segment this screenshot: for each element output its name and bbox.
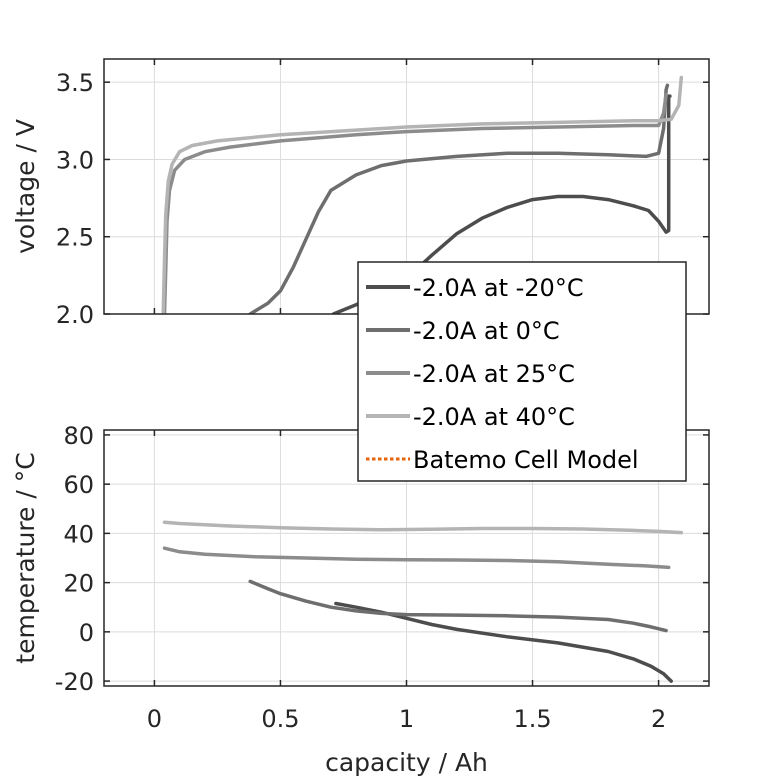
series-line-top-1 xyxy=(248,83,670,314)
legend-label: -2.0A at 25°C xyxy=(413,360,575,388)
series-line-bottom-3 xyxy=(162,520,684,535)
y-axis-label: temperature / °C xyxy=(11,452,40,663)
y-tick-label: -20 xyxy=(55,668,94,696)
legend-box xyxy=(357,261,687,482)
y-tick-label: 40 xyxy=(63,520,94,548)
series-line-top-3 xyxy=(161,75,684,314)
x-tick-label: 0.5 xyxy=(261,705,299,733)
series-line-bottom-2 xyxy=(162,546,671,570)
series-line-bottom-1 xyxy=(248,579,668,633)
legend-label: Batemo Cell Model xyxy=(413,446,639,474)
y-tick-label: 20 xyxy=(63,570,94,598)
x-axis-label: capacity / Ah xyxy=(325,748,488,777)
x-tick-label: 0 xyxy=(147,705,162,733)
x-tick-label: 2 xyxy=(651,705,666,733)
legend-entry: -2.0A at 0°C xyxy=(366,317,560,345)
legend-label: -2.0A at 0°C xyxy=(413,317,560,345)
y-axis-label: voltage / V xyxy=(11,119,40,254)
y-tick-label: 60 xyxy=(63,471,94,499)
temperature-panel: -20 0 20 40 60 80 0 0.5 1 1.5 2 temperature / °C cap… xyxy=(11,422,710,777)
legend-label: -2.0A at -20°C xyxy=(413,274,584,302)
legend-entry: -2.0A at -20°C xyxy=(366,274,584,302)
legend-entry: Batemo Cell Model xyxy=(366,446,639,474)
y-tick-label: 3.0 xyxy=(56,146,94,174)
legend: -2.0A at -20°C -2.0A at 0°C -2.0A at 25°C -… xyxy=(357,261,687,482)
legend-entry: -2.0A at 25°C xyxy=(366,360,575,388)
y-tick-label: 80 xyxy=(63,422,94,450)
voltage-panel: 2.0 2.5 3.0 3.5 voltage / V xyxy=(11,58,710,329)
x-tick-label: 1.5 xyxy=(513,705,551,733)
legend-entry: -2.0A at 40°C xyxy=(366,403,575,431)
y-tick-label: 0 xyxy=(79,619,94,647)
y-tick-label: 3.5 xyxy=(56,69,94,97)
y-tick-label: 2.5 xyxy=(56,224,94,252)
legend-label: -2.0A at 40°C xyxy=(413,403,575,431)
series-line-top-2 xyxy=(162,92,668,314)
x-tick-label: 1 xyxy=(399,705,414,733)
y-tick-label: 2.0 xyxy=(56,301,94,329)
